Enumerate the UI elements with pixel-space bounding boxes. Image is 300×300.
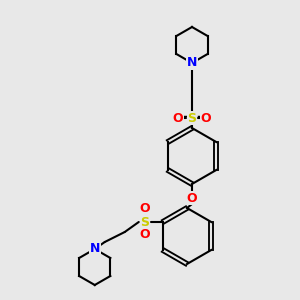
Text: O: O [173,112,183,124]
Text: N: N [90,242,100,256]
Text: O: O [140,202,150,215]
Text: O: O [201,112,211,124]
Text: N: N [187,56,197,70]
Text: O: O [187,191,197,205]
Text: O: O [140,229,150,242]
Text: S: S [140,215,149,229]
Text: S: S [188,112,196,124]
